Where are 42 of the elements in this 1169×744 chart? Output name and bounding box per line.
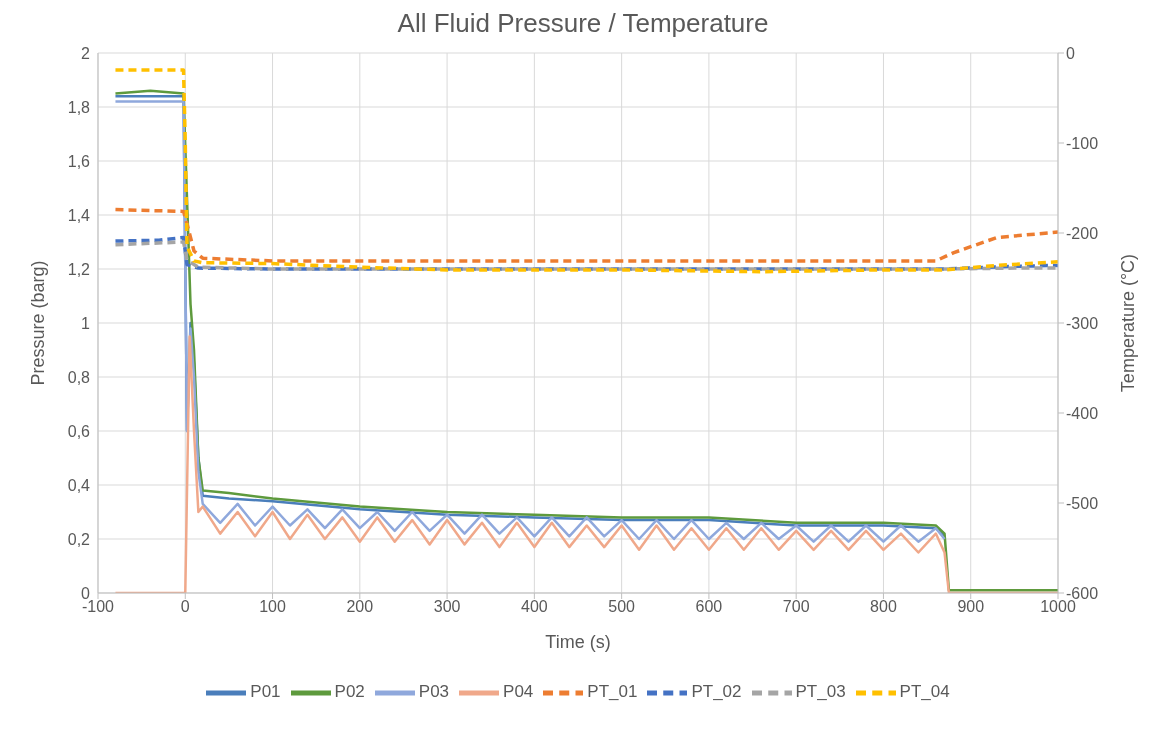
y2-tick-label: -500	[1066, 494, 1099, 512]
legend-label: PT_01	[587, 682, 638, 702]
legend-label: PT_04	[899, 682, 950, 702]
y-axis-title: Pressure (barg)	[28, 260, 49, 386]
x-tick-label: 300	[433, 598, 461, 616]
chart-title: All Fluid Pressure / Temperature	[396, 8, 770, 39]
line-series	[113, 207, 1058, 263]
legend-label: P03	[418, 682, 450, 702]
y-tick-label: 1,4	[67, 206, 91, 224]
y-tick-label: 1,8	[67, 98, 91, 116]
x-tick-label: 400	[521, 598, 548, 616]
y2-axis-title: Temperature (°C)	[1118, 253, 1139, 393]
y-tick-label: 1,6	[67, 152, 91, 170]
y2-tick-label: 0	[1066, 44, 1075, 62]
y-tick-label: 0,6	[67, 422, 91, 440]
y2-tick-label: -100	[1066, 134, 1099, 152]
x-tick-label: 800	[870, 598, 897, 616]
legend-label: PT_02	[691, 682, 742, 702]
x-tick-label: 200	[346, 598, 374, 616]
legend-label: P04	[503, 682, 534, 702]
line-series	[113, 68, 1058, 274]
y-tick-label: 0,2	[67, 530, 91, 548]
x-axis-title: Time (s)	[545, 632, 611, 652]
y-tick-label: 2	[81, 44, 91, 62]
y-tick-label: 0,8	[67, 368, 91, 386]
y-tick-label: 0,4	[67, 476, 91, 494]
x-tick-label: 100	[259, 598, 286, 616]
y-tick-label: 1	[81, 314, 91, 332]
x-tick-label: 500	[608, 598, 636, 616]
legend-label: P02	[334, 682, 365, 702]
legend-label: PT_03	[795, 682, 846, 702]
legend-label: P01	[250, 682, 281, 702]
y2-tick-label: -200	[1066, 224, 1099, 242]
x-tick-label: 0	[180, 598, 190, 616]
y2-tick-label: -400	[1066, 404, 1099, 422]
y-tick-label: 1,2	[67, 260, 91, 278]
x-tick-label: 900	[957, 598, 985, 616]
x-tick-label: -100	[81, 598, 115, 616]
x-tick-label: 1000	[1040, 598, 1076, 616]
x-tick-label: 700	[782, 598, 810, 616]
y2-tick-label: -300	[1066, 314, 1099, 332]
x-tick-label: 600	[695, 598, 723, 616]
